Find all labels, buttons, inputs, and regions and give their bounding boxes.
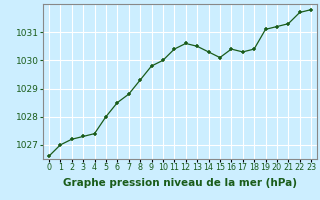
X-axis label: Graphe pression niveau de la mer (hPa): Graphe pression niveau de la mer (hPa) [63, 178, 297, 188]
